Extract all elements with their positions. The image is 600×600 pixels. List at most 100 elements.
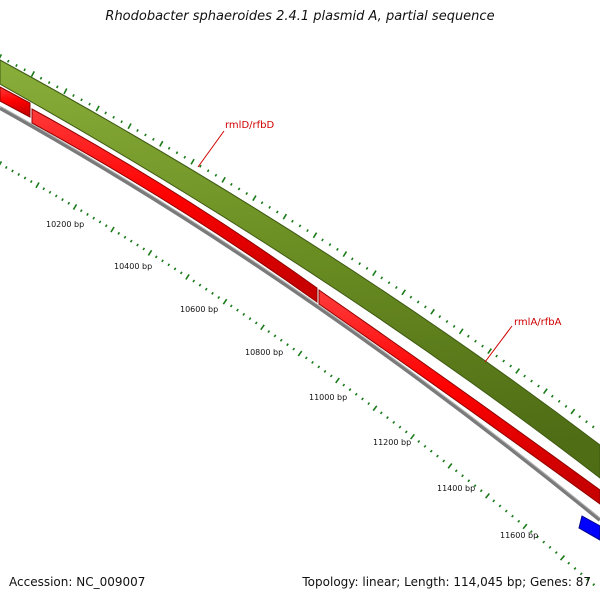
tick-mark [311, 360, 314, 364]
tick-mark [229, 304, 233, 308]
tick-mark [329, 374, 333, 378]
tick-mark [573, 567, 577, 570]
tick-mark [11, 169, 14, 173]
tick-mark [286, 343, 289, 347]
tick-mark [509, 364, 513, 368]
tick-mark [282, 213, 288, 220]
tick-mark [136, 129, 139, 132]
tick-mark [267, 330, 271, 334]
tick-mark [173, 267, 177, 271]
tick-mark [452, 324, 456, 328]
tick-mark [120, 120, 123, 124]
tick-mark [159, 140, 164, 147]
gene-label-rmld[interactable]: rmlD/rfbD [225, 120, 275, 131]
tick-mark [585, 420, 588, 424]
tick-mark [504, 509, 508, 513]
tick-mark [372, 405, 378, 412]
tick-mark [42, 187, 46, 191]
tick-mark [242, 312, 246, 316]
map-title: Rhodobacter sphaeroides 2.4.1 plasmid A,… [105, 9, 495, 24]
tick-mark [342, 251, 348, 258]
tick-mark [445, 320, 449, 323]
tick-mark [80, 98, 83, 102]
tick-mark [211, 291, 214, 295]
tick-mark [447, 463, 453, 469]
ruler-label: 10400 bp [114, 262, 152, 271]
tick-mark [39, 76, 43, 80]
tick-mark [152, 137, 155, 141]
tick-mark [354, 392, 358, 396]
tick-mark [279, 338, 283, 342]
tick-mark [273, 334, 277, 338]
tick-mark [198, 283, 202, 287]
tick-mark [306, 229, 309, 233]
tick-mark [323, 369, 327, 373]
tick-mark [268, 205, 271, 209]
gene-label-leader [197, 130, 225, 168]
cds-feature-rmld [0, 86, 31, 118]
tick-mark [222, 298, 228, 305]
tick-mark [502, 359, 506, 363]
tick-mark [48, 190, 52, 194]
tick-mark [214, 173, 218, 177]
tick-mark [567, 561, 571, 565]
tick-mark [237, 187, 241, 191]
tick-mark [454, 469, 458, 473]
other-feature [578, 515, 600, 541]
tick-mark [392, 420, 396, 424]
tick-mark [47, 81, 51, 85]
tick-mark [291, 219, 294, 223]
tick-mark [72, 94, 75, 97]
tick-mark [401, 289, 406, 296]
tick-mark [260, 324, 265, 331]
cds-feature-rmld-2 [31, 108, 318, 303]
tick-mark [204, 287, 208, 291]
tick-mark [54, 194, 58, 198]
tick-mark [260, 201, 264, 205]
tick-mark [442, 459, 446, 463]
tick-mark [436, 454, 439, 458]
tick-mark [183, 155, 187, 159]
ruler-ticks [0, 160, 596, 587]
tick-mark [292, 347, 296, 351]
tick-mark [379, 411, 383, 415]
tick-mark [367, 402, 371, 406]
tick-mark [167, 146, 171, 150]
ruler-label: 10200 bp [46, 220, 84, 229]
tick-mark [372, 270, 377, 277]
tick-mark [95, 105, 100, 112]
tick-mark [4, 165, 8, 169]
tick-mark [335, 377, 340, 384]
tick-mark [416, 300, 420, 304]
tick-mark [252, 195, 257, 202]
tick-mark [254, 321, 258, 325]
tick-mark [474, 339, 477, 343]
tick-mark [112, 115, 115, 119]
tick-mark [554, 551, 558, 555]
tick-mark [548, 545, 552, 549]
tick-mark [217, 296, 221, 300]
tick-mark [358, 262, 362, 266]
tick-mark [17, 172, 21, 176]
tick-mark [23, 176, 27, 180]
tick-mark [67, 201, 71, 205]
tick-mark [199, 164, 202, 168]
tick-mark [564, 404, 568, 408]
tick-mark [479, 489, 483, 493]
tick-mark [481, 344, 484, 348]
tick-mark [348, 388, 352, 392]
tick-mark [484, 492, 491, 499]
topology-stats-text: Topology: linear; Length: 114,045 bp; Ge… [302, 575, 591, 589]
tick-mark [530, 379, 533, 383]
tick-mark [417, 440, 421, 443]
ruler-label: 11200 bp [373, 438, 411, 447]
tick-mark [110, 226, 115, 233]
tick-mark [430, 308, 435, 315]
tick-mark [248, 317, 252, 321]
tick-mark [6, 59, 10, 63]
tick-mark [192, 279, 196, 283]
gene-label-rmla[interactable]: rmlA/rfbA [514, 317, 562, 328]
tick-mark [79, 209, 83, 213]
gene-track [0, 59, 600, 479]
tick-mark [466, 334, 470, 338]
